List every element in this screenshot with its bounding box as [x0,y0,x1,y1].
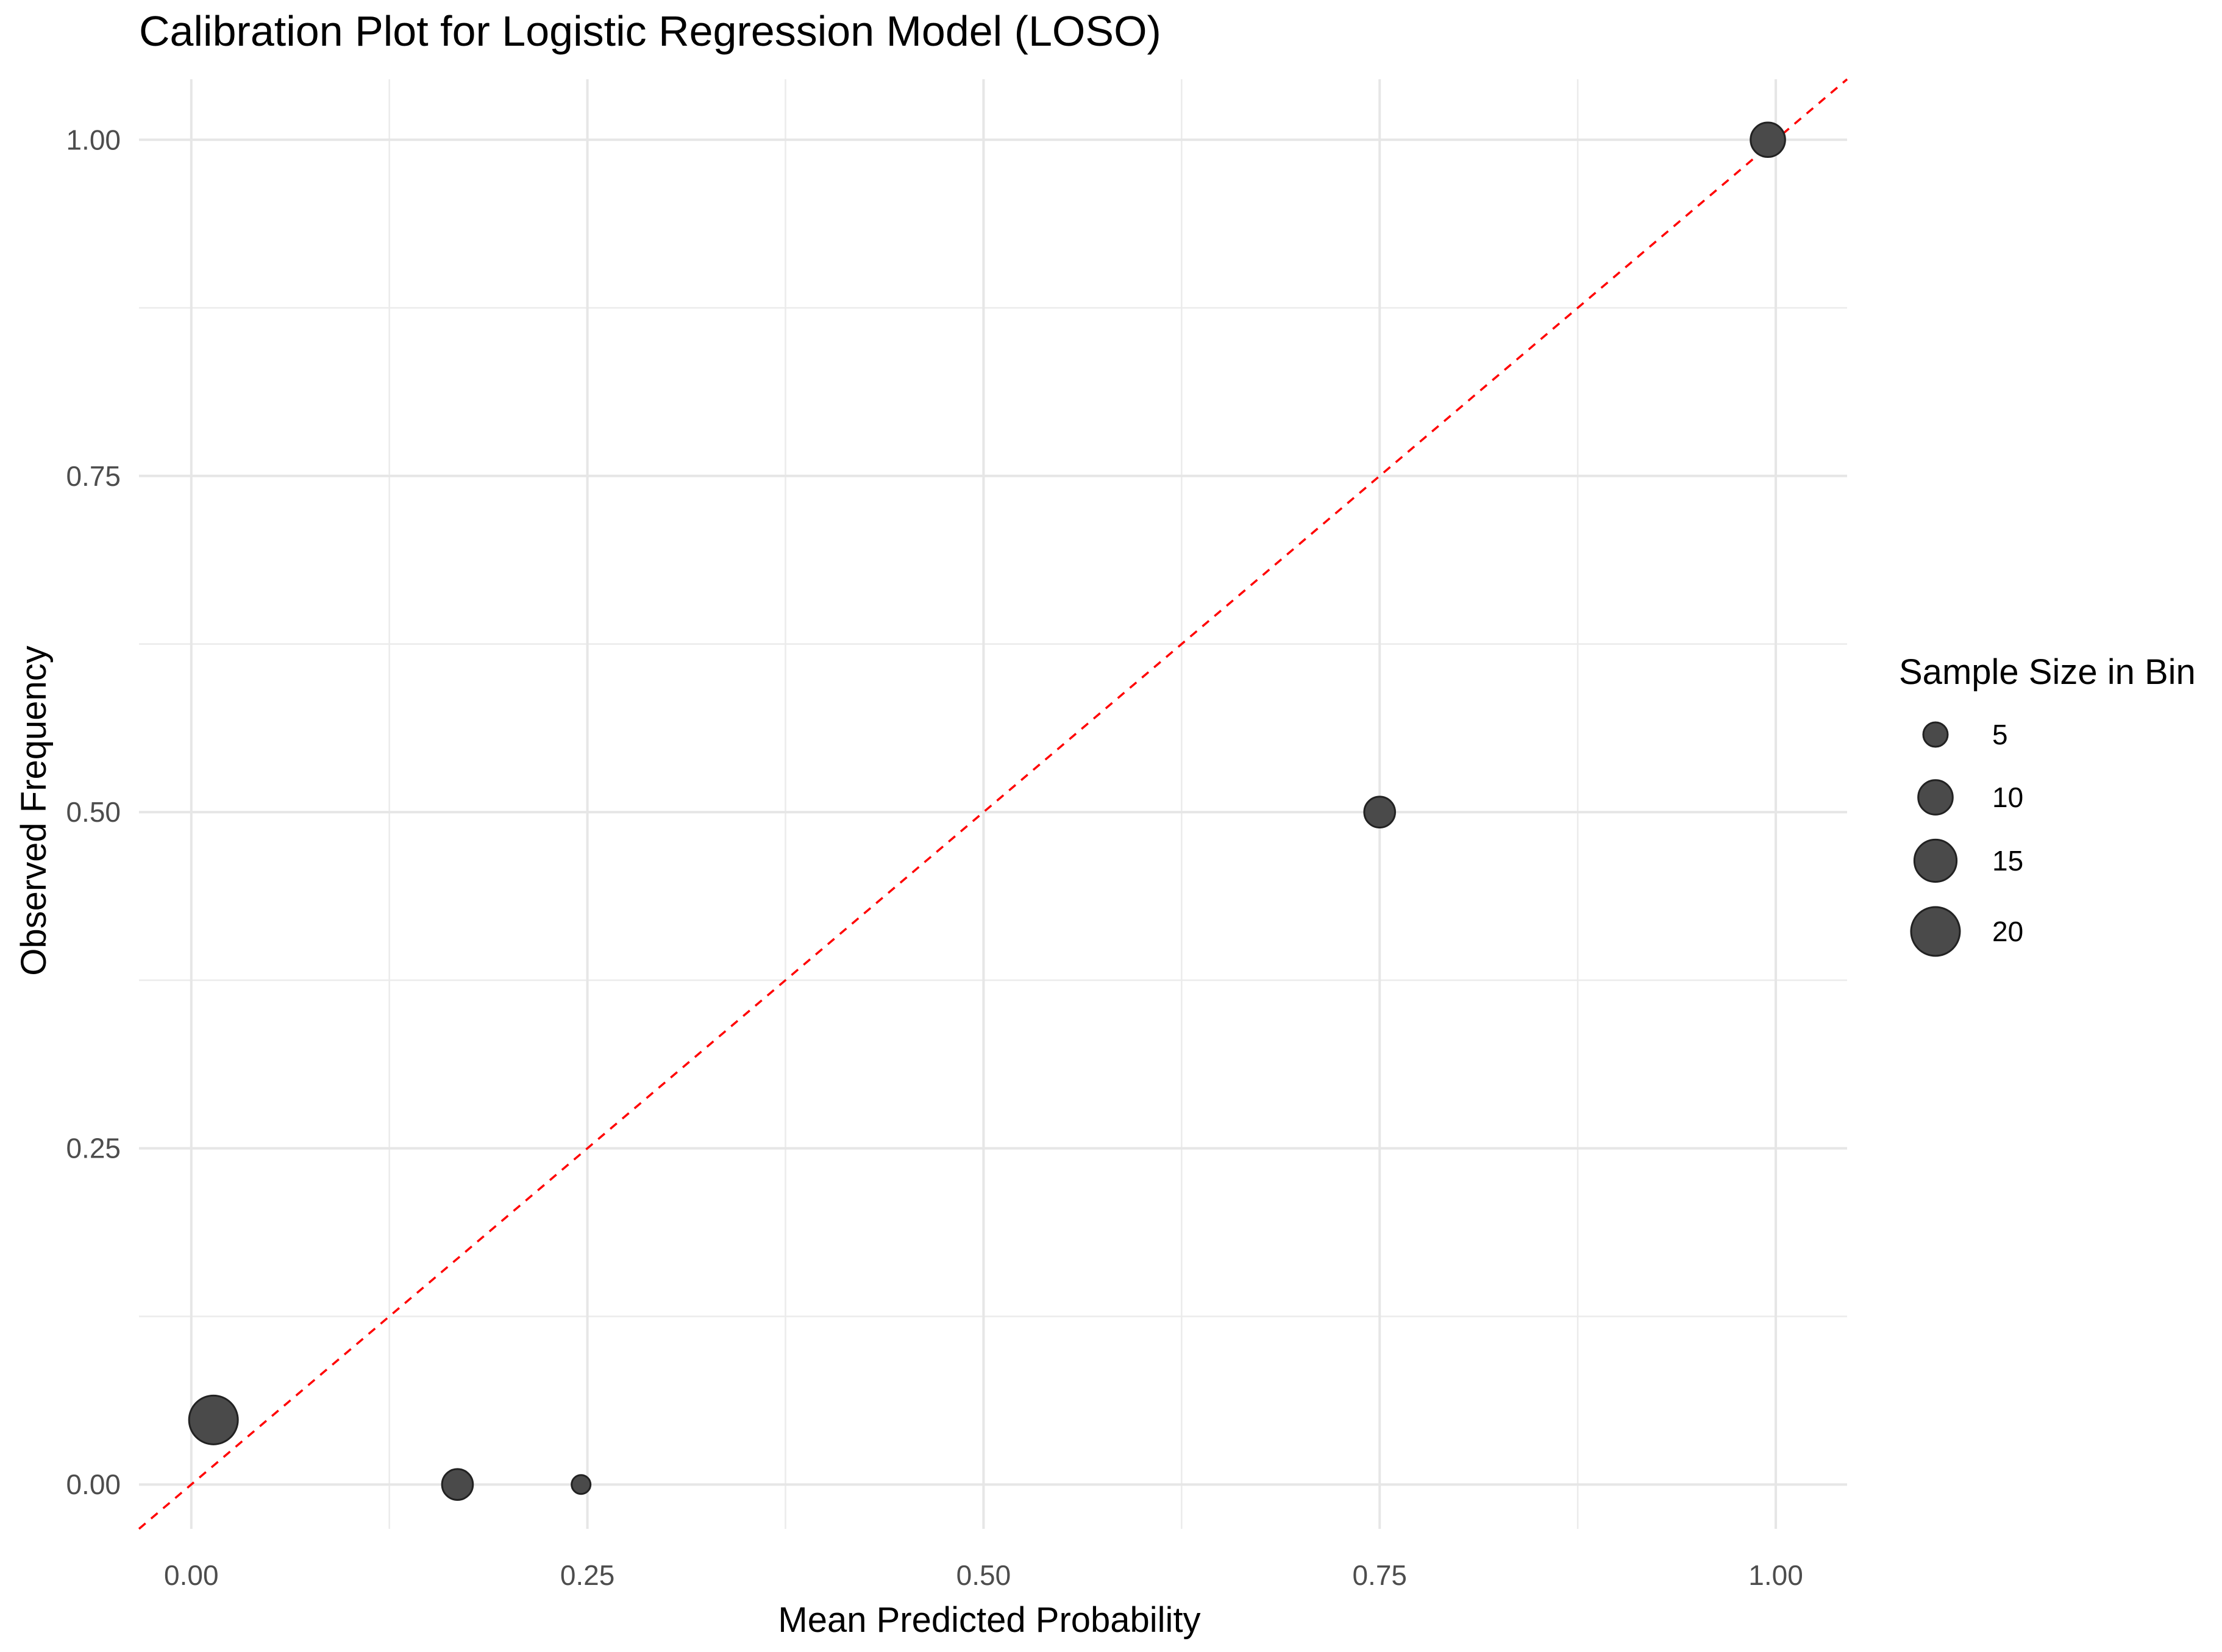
x-tick-label: 0.00 [164,1559,219,1591]
x-tick-label: 0.75 [1352,1559,1407,1591]
legend-key-circle [1922,721,1949,748]
chart-title: Calibration Plot for Logistic Regression… [139,7,1161,55]
reference-line-group [138,78,1848,1530]
y-tick-label: 0.75 [66,460,121,492]
legend: Sample Size in Bin 5 10 15 20 [1899,652,2196,957]
legend-key-circle [1913,838,1958,883]
x-tick-label: 1.00 [1748,1559,1803,1591]
legend-entry-label: 5 [1992,719,2008,750]
y-tick-label: 1.00 [66,124,121,155]
x-tick-label: 0.25 [560,1559,615,1591]
data-point [571,1474,592,1495]
x-tick-label: 0.50 [956,1559,1011,1591]
y-tick-label: 0.25 [66,1133,121,1164]
legend-key-circle [1910,906,1961,957]
grid [139,79,1847,1529]
y-axis-ticks: 0.00 0.25 0.50 0.75 1.00 [66,124,121,1500]
x-axis-ticks: 0.00 0.25 0.50 0.75 1.00 [164,1559,1803,1591]
y-axis-title: Observed Frequency [14,646,54,976]
legend-entries: 5 10 15 20 [1910,719,2023,957]
legend-entry-label: 20 [1992,916,2023,947]
y-tick-label: 0.50 [66,796,121,828]
legend-key-circle [1917,779,1954,816]
reference-line [138,78,1848,1530]
data-point [1363,796,1397,829]
data-point [441,1468,474,1501]
legend-title: Sample Size in Bin [1899,652,2196,692]
legend-entry-label: 10 [1992,781,2023,813]
data-point [188,1394,239,1445]
y-tick-label: 0.00 [66,1469,121,1500]
data-point [1750,121,1786,158]
legend-entry-label: 15 [1992,845,2023,877]
data-points [188,121,1786,1501]
x-axis-title: Mean Predicted Probability [778,1600,1200,1640]
